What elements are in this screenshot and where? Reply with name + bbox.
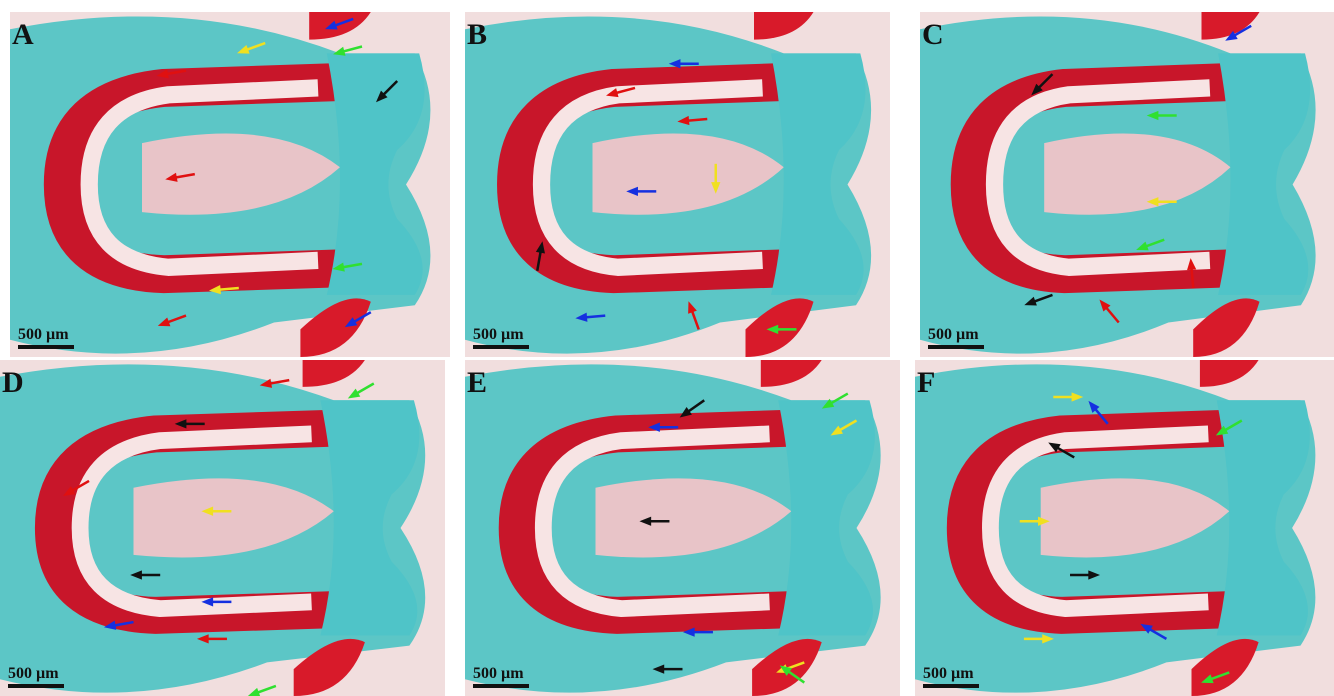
scale-bar xyxy=(473,345,529,349)
scale-label: 500 µm xyxy=(473,665,524,682)
panel-label: D xyxy=(2,366,24,399)
scale-label: 500 µm xyxy=(18,326,69,343)
panel-label: F xyxy=(917,366,935,399)
panel xyxy=(915,360,1334,696)
scale-bar xyxy=(473,684,529,688)
panel-label: B xyxy=(467,18,487,51)
scale-label: 500 µm xyxy=(928,326,979,343)
scale-bar xyxy=(923,684,979,688)
scale-bar xyxy=(18,345,74,349)
scale-label: 500 µm xyxy=(473,326,524,343)
panel xyxy=(0,360,445,696)
figure: A 500 µm B 500 µm C 500 µm D 500 µm E 500 µm F 500 … xyxy=(0,0,1334,696)
scale-label: 500 µm xyxy=(8,665,59,682)
panel xyxy=(465,360,900,696)
panel xyxy=(465,12,890,357)
panel-label: C xyxy=(922,18,944,51)
scale-label: 500 µm xyxy=(923,665,974,682)
panel xyxy=(920,12,1334,357)
scale-bar xyxy=(928,345,984,349)
scale-bar xyxy=(8,684,64,688)
panel xyxy=(10,12,450,357)
panel-label: A xyxy=(12,18,34,51)
panel-label: E xyxy=(467,366,487,399)
